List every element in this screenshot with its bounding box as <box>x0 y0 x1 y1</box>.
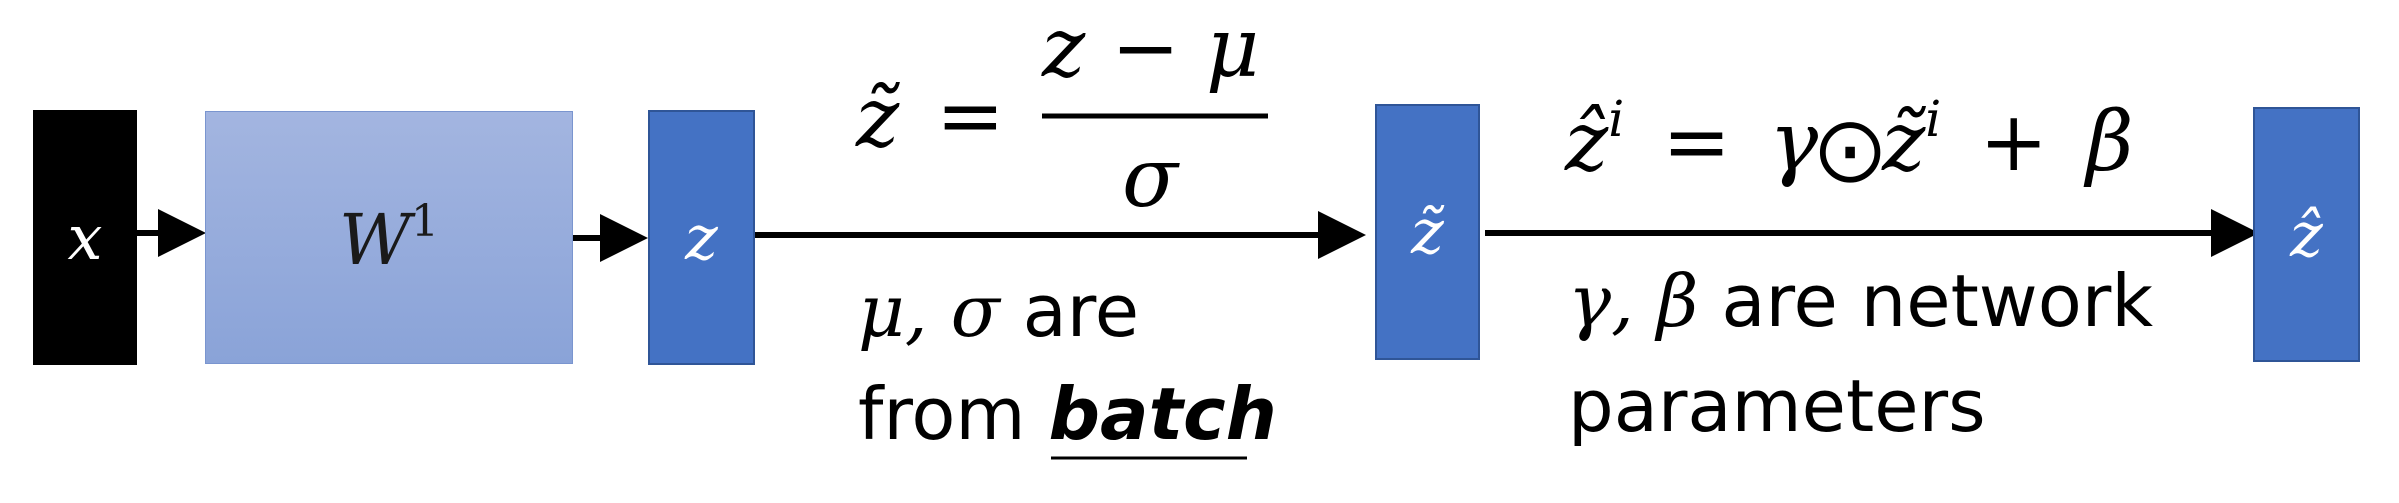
note1-batch: batch <box>1048 372 1277 456</box>
w-superscript: 1 <box>410 196 439 247</box>
ztilde-symbol: z̃ <box>1411 195 1444 268</box>
formula2-ztilde: z̃ <box>1882 95 1926 190</box>
formula2: ẑi = γ⨀z̃i + β <box>1565 94 2134 184</box>
note2-line2: parameters <box>1568 364 1986 448</box>
formula2-odot: ⨀ <box>1818 112 1883 186</box>
note1-line2: from batch <box>858 378 1277 450</box>
formula2-plus: + <box>1979 95 2049 190</box>
note2-line1: γ, β are network <box>1568 265 2153 337</box>
z-symbol: z <box>685 200 718 274</box>
formula2-equals: = <box>1662 95 1731 190</box>
note2-gamma-beta: γ, β <box>1568 259 1699 343</box>
formula2-beta: β <box>2086 95 2134 190</box>
ztilde-box: z̃ <box>1375 104 1480 360</box>
formula2-gamma: γ <box>1769 95 1819 190</box>
z-box: z <box>648 110 755 365</box>
note2-line1-rest: are network <box>1698 259 2154 343</box>
note1-are: are <box>999 269 1140 353</box>
formula1-denominator: σ <box>1122 131 1178 226</box>
formula1-numerator: z − μ <box>1042 1 1260 96</box>
zhat-symbol: ẑ <box>2290 197 2323 271</box>
formula2-ztilde-sup: i <box>1925 90 1942 148</box>
x-symbol: x <box>67 200 103 274</box>
zhat-box: ẑ <box>2253 107 2360 362</box>
note1-mu-sigma: μ, σ <box>858 269 1000 353</box>
formula1-equals: = <box>936 69 1005 164</box>
w-symbol: W <box>339 199 411 281</box>
weight-box: W1 <box>205 111 573 364</box>
note2-line2: parameters <box>1568 370 1986 442</box>
input-x-box: x <box>33 110 137 365</box>
formula1-lhs: z̃ <box>856 71 900 166</box>
note1-line1: μ, σ are <box>858 275 1139 347</box>
formula2-lhs-sup: i <box>1608 90 1625 148</box>
note1-from: from <box>858 372 1049 456</box>
formula2-lhs: ẑ <box>1565 95 1609 190</box>
